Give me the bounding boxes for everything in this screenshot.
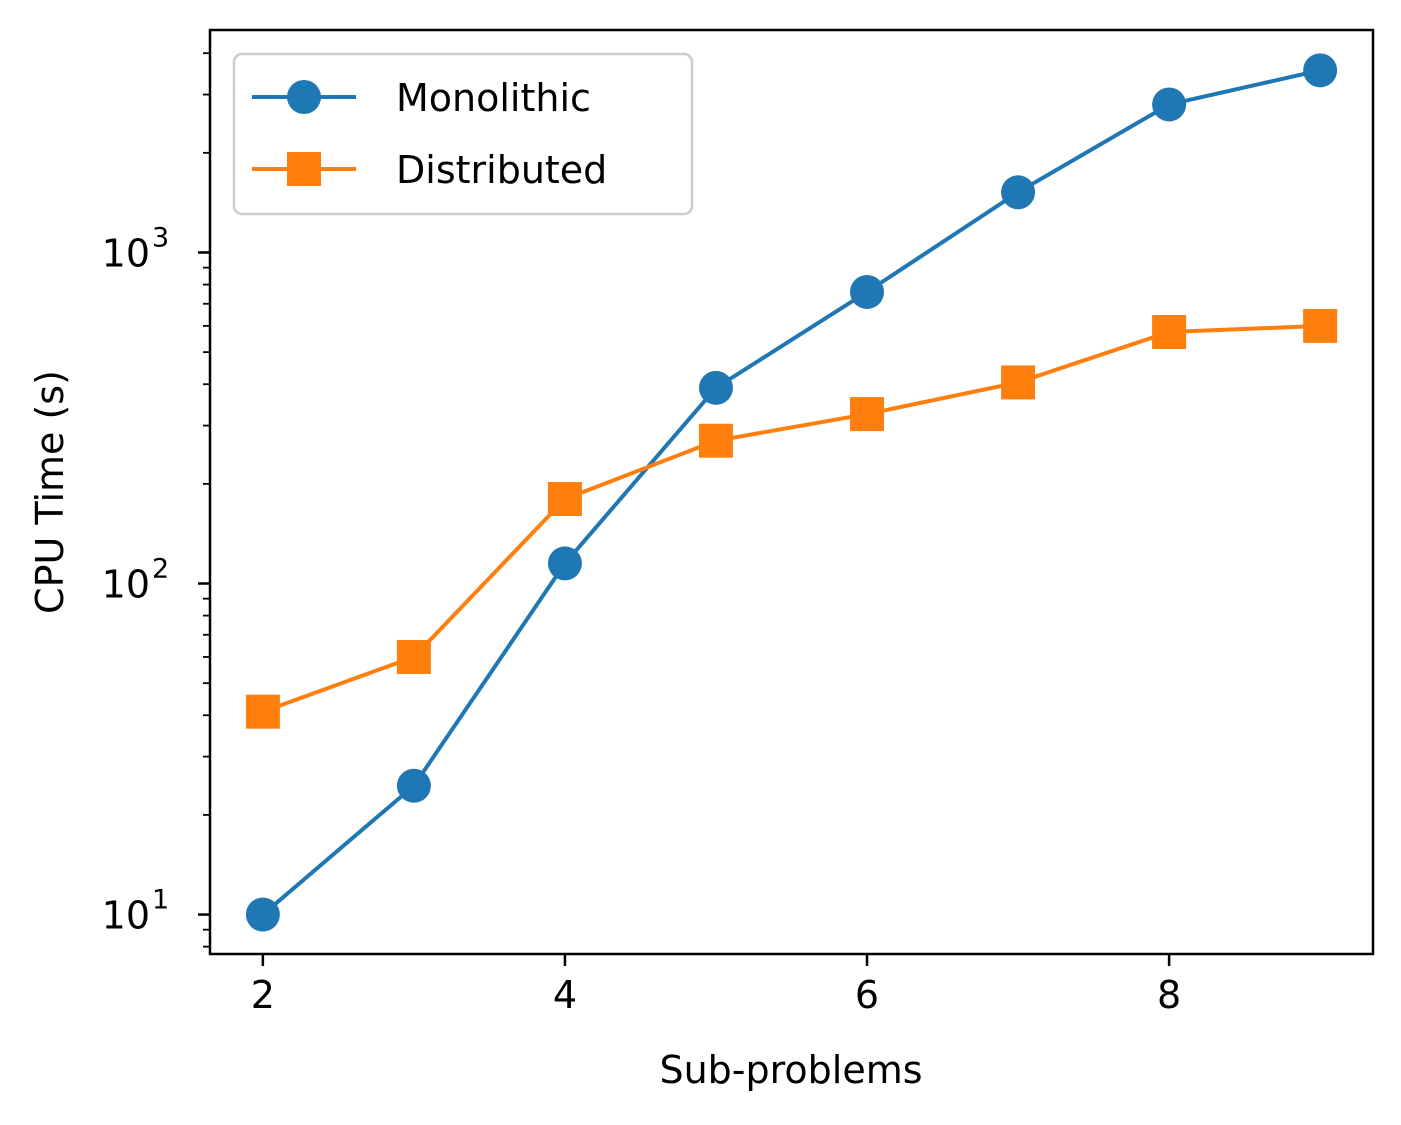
y-tick-base: 10 — [102, 231, 150, 275]
series-line-monolithic — [261, 68, 1321, 917]
legend-label-monolithic: Monolithic — [396, 76, 591, 120]
data-point-distributed — [850, 397, 885, 432]
data-point-monolithic — [698, 370, 733, 405]
y-tick-label: 10 — [102, 231, 150, 275]
legend-label-distributed: Distributed — [396, 148, 607, 192]
data-point-monolithic — [396, 768, 431, 803]
y-tick-base: 10 — [102, 894, 150, 938]
legend-marker-distributed — [287, 152, 321, 186]
data-point-distributed — [245, 694, 280, 729]
data-point-monolithic — [245, 897, 280, 932]
data-point-distributed — [547, 482, 582, 517]
data-point-distributed — [1152, 315, 1187, 350]
y-tick-label: 10 — [102, 894, 150, 938]
data-point-distributed — [1303, 308, 1338, 343]
x-tick-label: 4 — [553, 973, 577, 1017]
x-axis: 2 4 6 8 — [251, 954, 1181, 1017]
y-tick-exponent: 2 — [152, 554, 169, 585]
x-tick-label: 6 — [855, 973, 879, 1017]
legend-marker-monolithic — [287, 80, 321, 114]
series-line-distributed — [262, 323, 1321, 714]
data-point-monolithic — [1001, 175, 1036, 210]
data-point-monolithic — [547, 546, 582, 581]
data-point-monolithic — [1303, 53, 1338, 88]
data-point-distributed — [396, 639, 431, 674]
data-point-monolithic — [1152, 87, 1187, 122]
x-tick-label: 8 — [1157, 973, 1181, 1017]
x-tick-label: 2 — [251, 973, 275, 1017]
legend-box — [232, 52, 694, 216]
data-point-monolithic — [850, 274, 885, 309]
y-axis-label: CPU Time (s) — [28, 370, 72, 614]
y-tick-label: 10 — [102, 563, 150, 607]
series-layer — [245, 53, 1338, 932]
y-tick-base: 10 — [102, 563, 150, 607]
y-tick-exponent: 3 — [152, 222, 169, 253]
plot-frame — [208, 28, 1375, 956]
legend: Monolithic Distributed — [232, 52, 694, 216]
data-point-distributed — [1001, 365, 1036, 400]
y-tick-exponent: 1 — [152, 885, 169, 916]
x-axis-label: Sub-problems — [659, 1048, 922, 1092]
data-point-distributed — [698, 423, 733, 458]
